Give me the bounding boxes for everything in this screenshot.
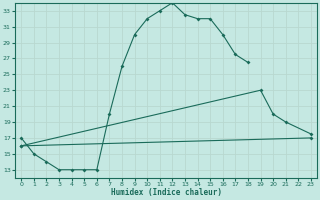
X-axis label: Humidex (Indice chaleur): Humidex (Indice chaleur) — [111, 188, 221, 197]
